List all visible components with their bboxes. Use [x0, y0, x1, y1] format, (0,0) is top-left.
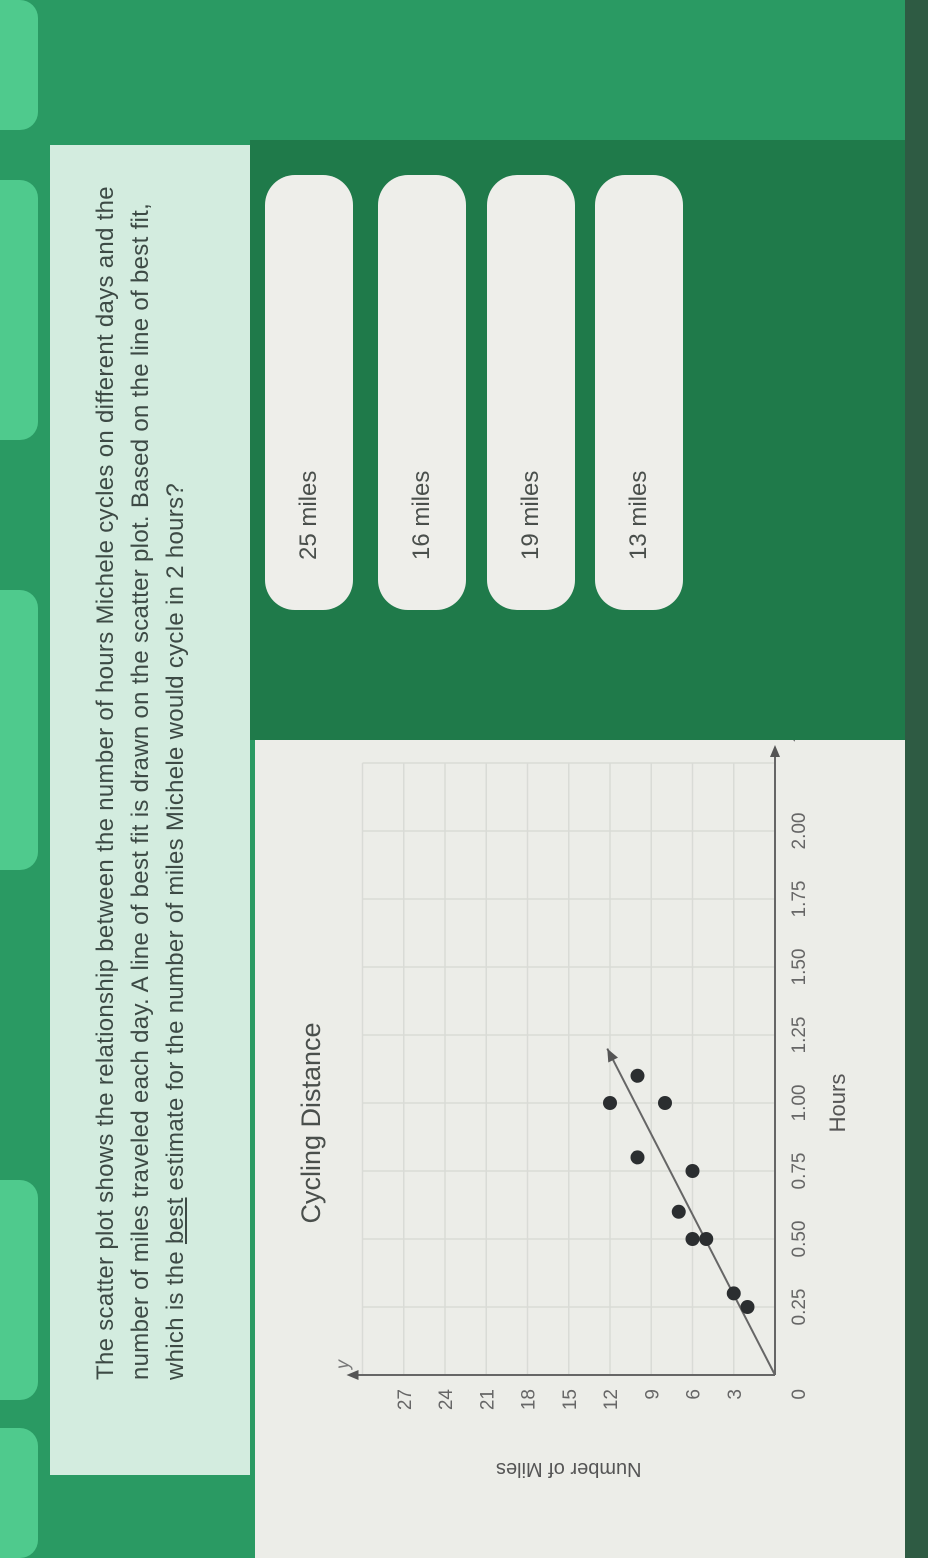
x-tick-label: 0.50	[789, 1221, 810, 1258]
y-tick-label: 9	[642, 1389, 663, 1400]
best-fit-arrow-icon	[607, 1048, 618, 1063]
x-tick-label: 2.00	[789, 813, 810, 850]
y-tick-label: 6	[684, 1389, 705, 1400]
question-panel: The scatter plot shows the relationship …	[50, 145, 250, 1475]
data-point	[685, 1232, 700, 1246]
answer-option-3[interactable]: 19 miles	[487, 175, 575, 610]
data-point	[699, 1232, 714, 1246]
x-tick-label: 1.00	[789, 1085, 810, 1122]
question-emphasis: best	[162, 1197, 189, 1245]
y-axis-arrow-icon	[346, 1370, 359, 1380]
x-tick-label: 0.25	[789, 1289, 810, 1326]
answer-option-2[interactable]: 16 miles	[378, 175, 466, 610]
chart-title: Cycling Distance	[296, 1022, 326, 1223]
data-point	[630, 1150, 645, 1165]
tab-strip	[0, 0, 40, 1558]
tab[interactable]	[0, 0, 38, 130]
question-text: The scatter plot shows the relationship …	[92, 186, 189, 1380]
tab[interactable]	[0, 180, 38, 440]
answer-label: 16 miles	[408, 470, 435, 560]
data-point	[658, 1096, 672, 1110]
data-point	[685, 1164, 700, 1178]
tab[interactable]	[0, 590, 38, 870]
y-tick-label: 12	[601, 1389, 622, 1410]
answer-label: 13 miles	[625, 470, 652, 560]
y-tick-label: 18	[519, 1389, 540, 1410]
y-tick-label: 24	[436, 1389, 457, 1411]
scatter-plot: x y 0.25 0.50 0.75 1.00 1.25 1.50 1.75 2.00 3 6 9 12 1…	[296, 731, 850, 1480]
x-tick-label: 1.25	[789, 1017, 810, 1054]
answer-option-1[interactable]: 25 miles	[265, 175, 353, 610]
tab[interactable]	[0, 1428, 38, 1558]
answer-panel: 25 miles 16 miles 19 miles 13 miles	[250, 140, 905, 740]
data-point	[740, 1300, 755, 1314]
y-tick-label: 27	[395, 1389, 416, 1410]
answer-label: 25 miles	[295, 470, 322, 560]
x-tick-label: 0.75	[789, 1153, 810, 1190]
x-tick-label: 1.50	[789, 949, 810, 986]
answer-label: 19 miles	[517, 470, 544, 560]
x-axis-arrow-icon	[770, 745, 780, 757]
y-axis-letter: y	[333, 1359, 353, 1371]
y-tick-label: 21	[477, 1389, 498, 1410]
y-tick-label: 15	[560, 1389, 581, 1410]
data-point	[603, 1096, 617, 1110]
bottom-bar	[905, 0, 928, 1558]
best-fit-line	[606, 1048, 776, 1376]
data-point	[726, 1286, 741, 1301]
x-axis-label: Hours	[825, 1074, 850, 1133]
y-axis-label: Number of Miles	[496, 1458, 642, 1480]
y-tick-label: 3	[725, 1389, 746, 1400]
data-point	[671, 1204, 686, 1219]
origin-label: 0	[789, 1389, 810, 1400]
data-point	[630, 1068, 645, 1083]
answer-option-4[interactable]: 13 miles	[595, 175, 683, 610]
x-tick-label: 1.75	[789, 881, 810, 918]
x-axis-letter: x	[779, 740, 799, 742]
chart-panel: x y 0.25 0.50 0.75 1.00 1.25 1.50 1.75 2.00 3 6 9 12 1…	[255, 731, 905, 1558]
tab[interactable]	[0, 1180, 38, 1400]
